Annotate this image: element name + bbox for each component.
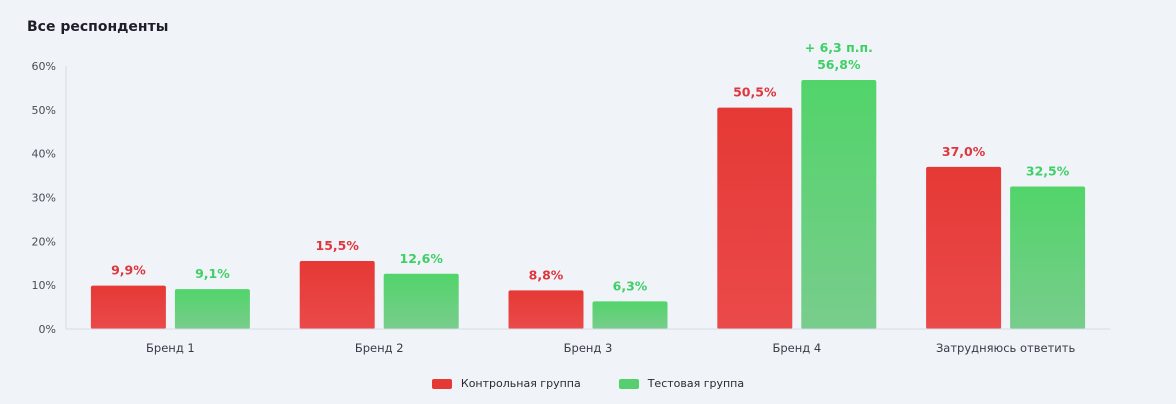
y-tick-label: 30%: [32, 192, 56, 205]
data-label: 32,5%: [1026, 164, 1070, 179]
data-label: 15,5%: [316, 238, 360, 253]
legend-label-control: Контрольная группа: [460, 377, 581, 390]
y-tick-label: 50%: [32, 104, 56, 117]
chart-title: Все респонденты: [27, 19, 169, 35]
bar: [717, 107, 793, 330]
data-labels: 9,9% 9,1% 15,5% 12,6% 8,8% 6,3% 50,5% 56,8% 37,0…: [111, 40, 1070, 293]
bar: [926, 166, 1002, 329]
data-label: 9,9%: [111, 263, 146, 278]
bar: [299, 261, 375, 329]
x-tick-label: Бренд 1: [146, 341, 195, 355]
y-tick-label: 10%: [32, 279, 56, 292]
data-label: 37,0%: [942, 144, 986, 159]
x-tick-label: Бренд 2: [355, 341, 404, 355]
y-tick-label: 20%: [32, 235, 56, 248]
data-label: 8,8%: [529, 267, 564, 282]
legend-swatch-control: [431, 378, 452, 389]
y-axis: 0% 10% 20% 30% 40% 50% 60%: [32, 60, 67, 336]
x-axis: Бренд 1 Бренд 2 Бренд 3 Бренд 4 Затрудняюсь …: [66, 328, 1110, 355]
legend-item-test[interactable]: Тестовая группа: [618, 377, 745, 390]
x-tick-label: Бренд 3: [564, 341, 613, 355]
bar: [383, 273, 459, 329]
legend-item-control[interactable]: Контрольная группа: [431, 377, 581, 390]
legend: Контрольная группа Тестовая группа: [0, 377, 1176, 390]
data-label: 56,8%: [817, 57, 861, 72]
x-tick-label: Бренд 4: [772, 341, 821, 355]
annotation-label: + 6,3 п.п.: [805, 40, 873, 55]
data-label: 12,6%: [400, 251, 444, 266]
legend-label-test: Тестовая группа: [647, 377, 745, 390]
bar: [1010, 186, 1086, 329]
bar: [801, 80, 877, 329]
bar: [90, 285, 166, 329]
bar: [592, 301, 668, 329]
y-tick-label: 60%: [32, 60, 56, 73]
legend-swatch-test: [618, 378, 639, 389]
bar: [508, 290, 584, 329]
y-tick-label: 0%: [39, 323, 56, 336]
bars: [90, 80, 1086, 330]
x-tick-label: Затрудняюсь ответить: [936, 341, 1076, 355]
bar: [174, 289, 250, 329]
data-label: 6,3%: [613, 278, 648, 293]
data-label: 50,5%: [733, 85, 777, 100]
data-label: 9,1%: [195, 266, 230, 281]
y-tick-label: 40%: [32, 148, 56, 161]
